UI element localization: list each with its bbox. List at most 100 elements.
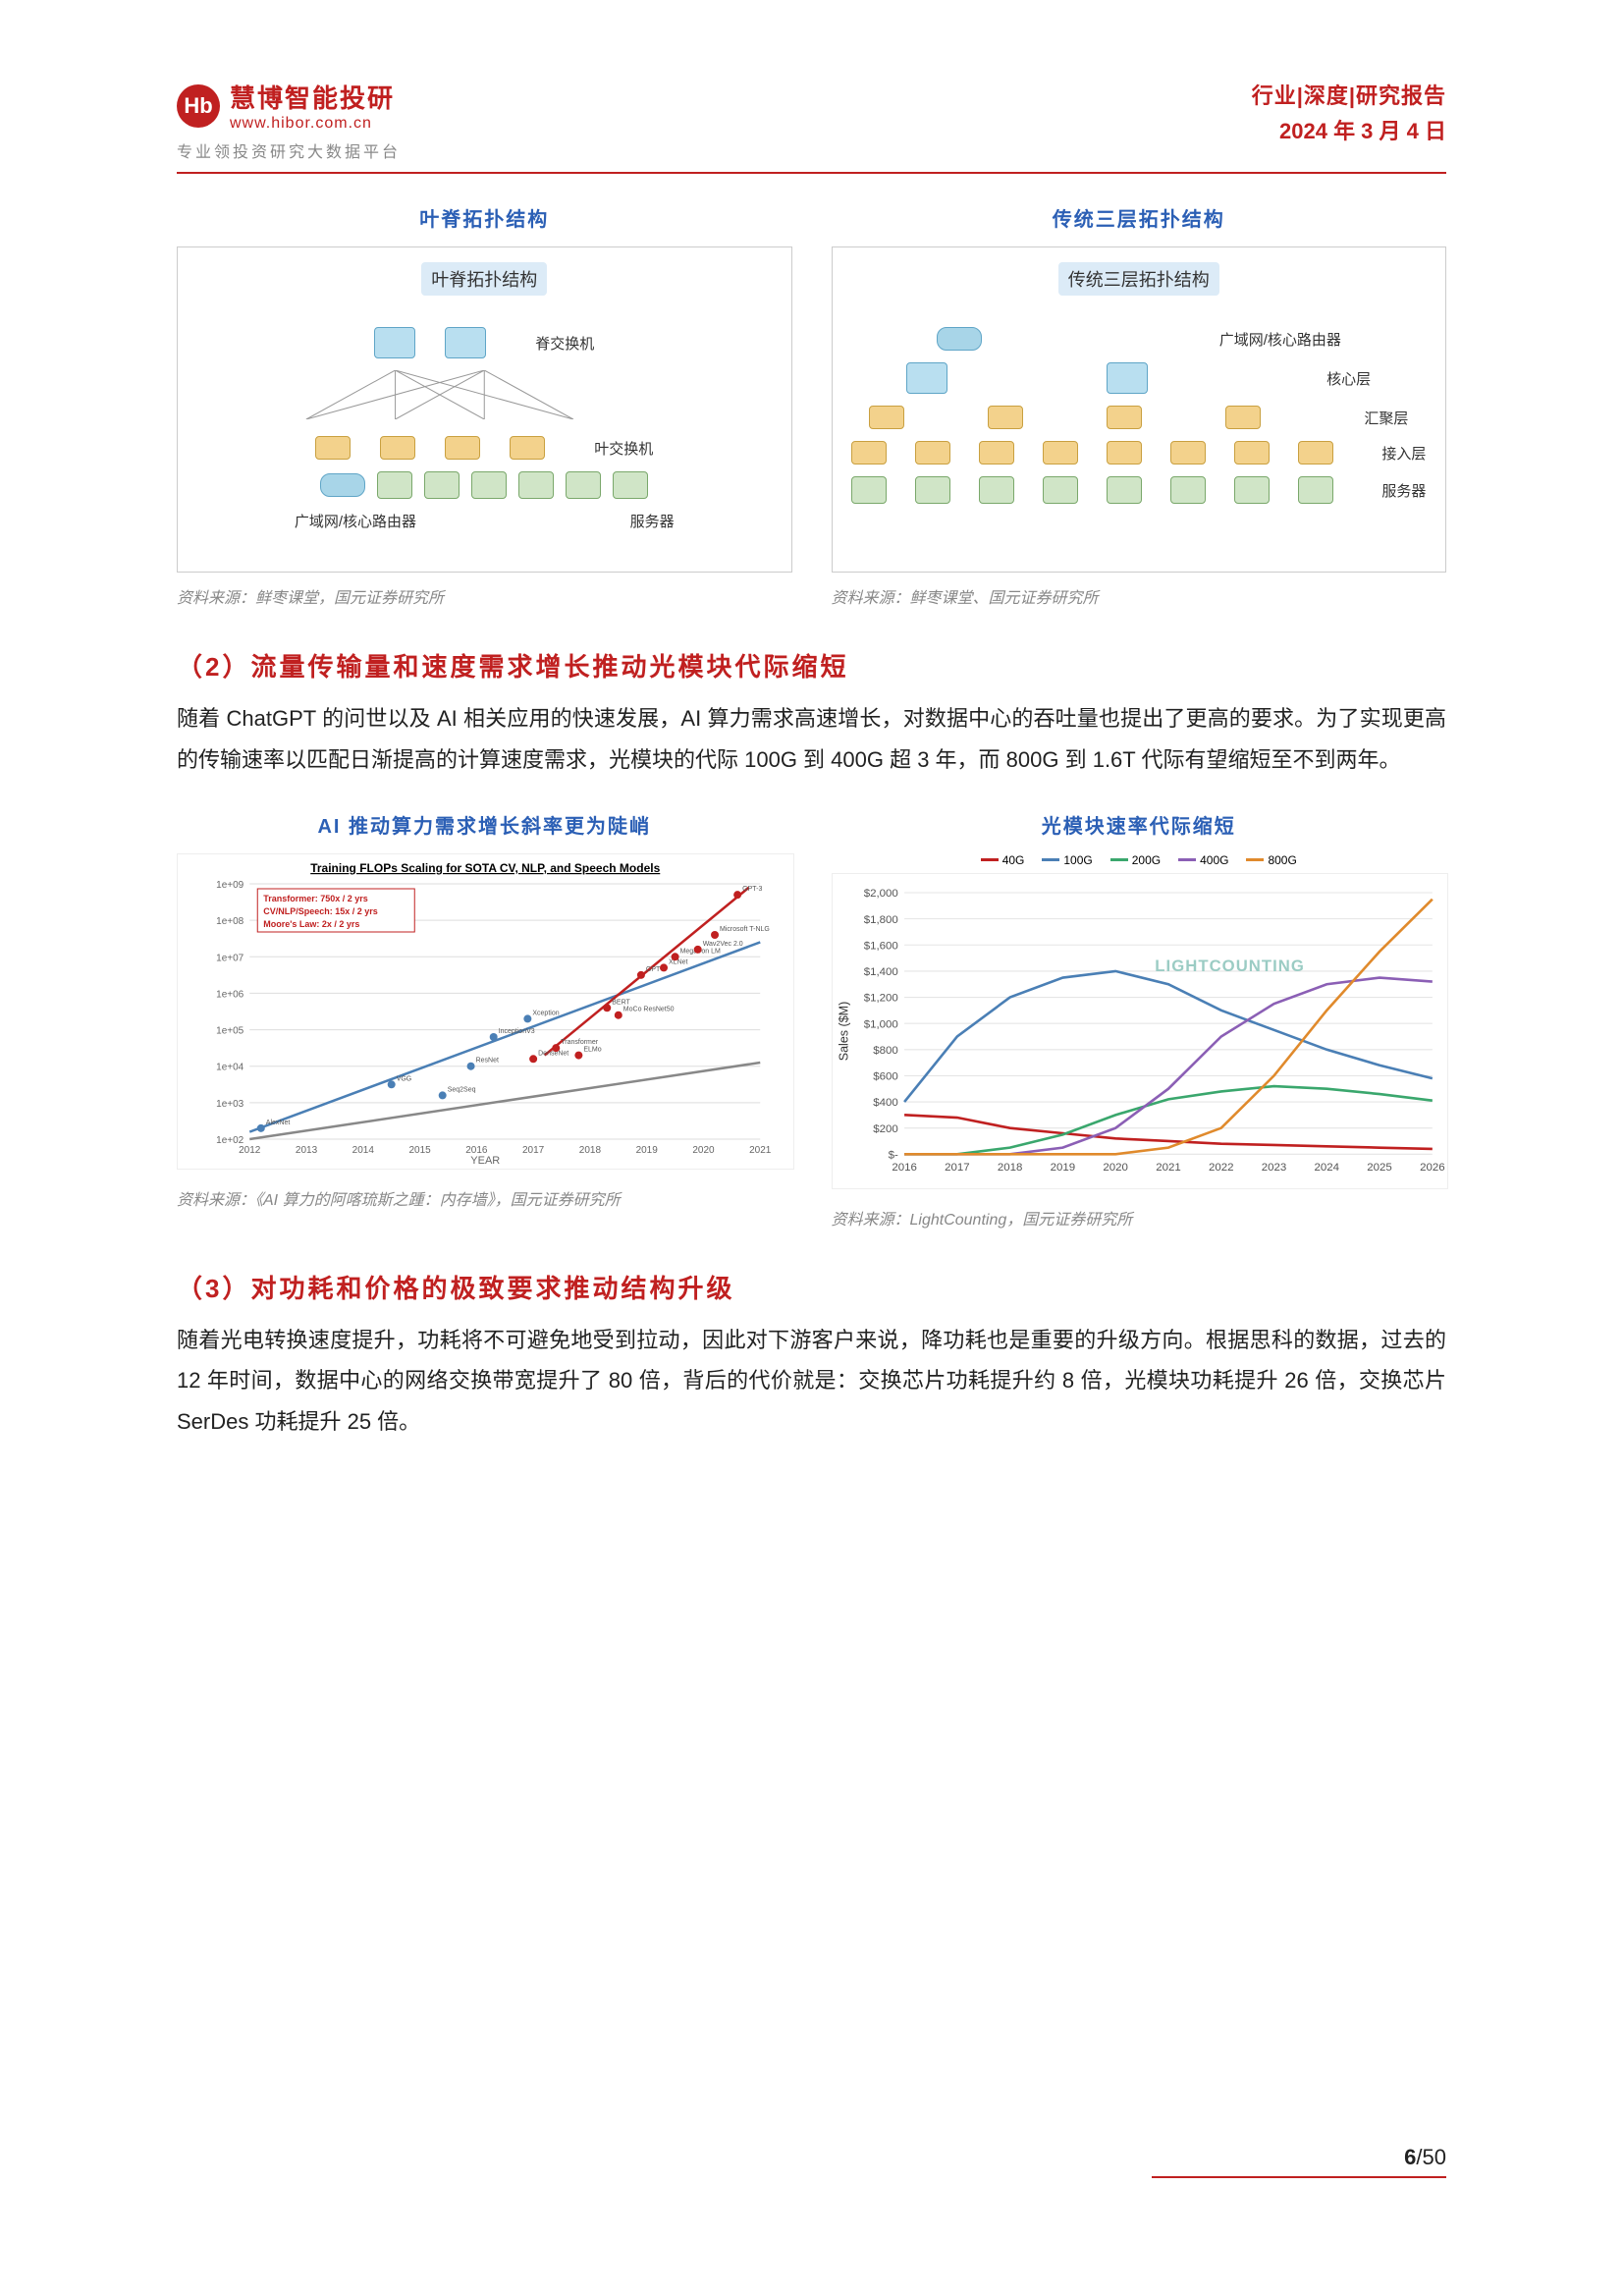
page-header: Hb 慧博智能投研 www.hibor.com.cn 专业领投资研究大数据平台 … [177,79,1446,174]
chart-right-source: 资料来源：LightCounting，国元证券研究所 [832,1206,1447,1230]
page-footer: 6/50 [1152,2145,1446,2178]
svg-text:MoCo ResNet50: MoCo ResNet50 [623,1006,675,1012]
diagram-left-source: 资料来源：鲜枣课堂，国元证券研究所 [177,584,792,608]
chart-heading: Training FLOPs Scaling for SOTA CV, NLP,… [310,861,660,875]
svg-text:2023: 2023 [1261,1162,1286,1174]
spine-label: 脊交换机 [535,333,594,354]
svg-text:LIGHTCOUNTING: LIGHTCOUNTING [1155,957,1305,975]
logo-block: Hb 慧博智能投研 www.hibor.com.cn 专业领投资研究大数据平台 [177,79,401,162]
brand-tagline: 专业领投资研究大数据平台 [177,138,401,162]
server-label: 服务器 [630,511,675,531]
svg-text:2015: 2015 [408,1145,431,1156]
svg-text:1e+08: 1e+08 [216,916,244,927]
page-num: 6 [1404,2145,1416,2169]
svg-text:$200: $200 [873,1122,898,1134]
svg-text:1e+04: 1e+04 [216,1062,244,1072]
svg-text:2019: 2019 [1050,1162,1075,1174]
sales-line-chart: $-$200$400$600$800$1,000$1,200$1,400$1,6… [832,873,1449,1189]
access-node-icon [1043,441,1078,465]
server-node-icon [851,476,887,504]
svg-text:DenseNet: DenseNet [538,1050,568,1057]
agg-node-icon [988,406,1023,429]
access-node-icon [1107,441,1142,465]
leaf-node-icon [510,436,545,460]
svg-text:$2,000: $2,000 [863,888,897,900]
svg-text:Microsoft T-NLG: Microsoft T-NLG [720,926,770,933]
access-node-icon [851,441,887,465]
page-total: 50 [1423,2145,1446,2169]
brand-name: 慧博智能投研 [230,79,395,115]
leaf-node-icon [315,436,351,460]
svg-text:2020: 2020 [1103,1162,1128,1174]
agg-node-icon [869,406,904,429]
wan-label: 广域网/核心路由器 [295,511,416,531]
svg-text:Seq2Seq: Seq2Seq [448,1086,476,1093]
svg-text:2014: 2014 [352,1145,375,1156]
core-node-icon [1107,362,1148,394]
agg-node-icon [1225,406,1261,429]
server-node-icon [1107,476,1142,504]
svg-text:2021: 2021 [1156,1162,1181,1174]
svg-text:2018: 2018 [579,1145,602,1156]
svg-text:$1,800: $1,800 [863,913,897,925]
svg-text:2022: 2022 [1208,1162,1233,1174]
flops-scatter-chart: Training FLOPs Scaling for SOTA CV, NLP,… [177,853,794,1170]
x-axis-label: YEAR [470,1155,500,1167]
svg-text:2024: 2024 [1314,1162,1339,1174]
server-node-icon [566,471,601,499]
server-node-icon [1170,476,1206,504]
svg-text:$800: $800 [873,1045,898,1057]
svg-text:1e+03: 1e+03 [216,1098,244,1109]
access-node-icon [979,441,1014,465]
svg-text:Transformer: 750x / 2 yrs: Transformer: 750x / 2 yrs [263,894,368,903]
three-tier-diagram: 传统三层拓扑结构 广域网/核心路由器 核心层 [832,246,1447,573]
diagram-right-title: 传统三层拓扑结构 [832,203,1447,232]
brand-url: www.hibor.com.cn [230,115,395,133]
svg-text:2016: 2016 [892,1162,917,1174]
svg-text:Moore's Law: 2x / 2 yrs: Moore's Law: 2x / 2 yrs [263,919,359,929]
access-node-icon [1298,441,1333,465]
svg-text:$1,000: $1,000 [863,1018,897,1030]
wan-node-icon [320,473,365,497]
svg-text:2017: 2017 [945,1162,970,1174]
svg-text:$-: $- [888,1149,897,1161]
svg-text:2019: 2019 [636,1145,659,1156]
core-label: 核心层 [1326,368,1371,389]
section3-body: 随着光电转换速度提升，功耗将不可避免地受到拉动，因此对下游客户来说，降功耗也是重… [177,1320,1446,1443]
svg-text:$1,200: $1,200 [863,992,897,1004]
svg-text:2026: 2026 [1420,1162,1445,1174]
wan-node-icon [937,327,982,351]
server-node-icon [1043,476,1078,504]
agg-label: 汇聚层 [1364,408,1408,428]
doc-date: 2024 年 3 月 4 日 [1252,114,1446,145]
server-node-icon [471,471,507,499]
spine-node-icon [374,327,415,358]
doc-type: 行业|深度|研究报告 [1252,79,1446,110]
svg-text:Wav2Vec 2.0: Wav2Vec 2.0 [703,940,743,947]
diagram-left-inner-title: 叶脊拓扑结构 [421,262,547,296]
server-node-icon [518,471,554,499]
section2-title: （2）流量传输量和速度需求增长推动光模块代际缩短 [177,647,1446,683]
chart-right-title: 光模块速率代际缩短 [832,810,1447,839]
svg-text:ELMo: ELMo [583,1046,601,1053]
agg-node-icon [1107,406,1142,429]
access-node-icon [1234,441,1270,465]
leaf-label: 叶交换机 [594,438,653,459]
section2-body: 随着 ChatGPT 的问世以及 AI 相关应用的快速发展，AI 算力需求高速增… [177,698,1446,781]
svg-text:1e+06: 1e+06 [216,989,244,1000]
svg-text:GPT-3: GPT-3 [742,886,762,893]
access-label: 接入层 [1381,443,1426,464]
chart-left-source: 资料来源：《AI 算力的阿喀琉斯之踵：内存墙》，国元证券研究所 [177,1186,792,1210]
svg-text:2025: 2025 [1367,1162,1392,1174]
server-node-icon [979,476,1014,504]
svg-text:$600: $600 [873,1070,898,1082]
server-node-icon [1298,476,1333,504]
svg-text:1e+09: 1e+09 [216,880,244,891]
svg-text:InceptionV3: InceptionV3 [499,1028,535,1035]
spine-leaf-diagram: 叶脊拓扑结构 脊交换机 [177,246,792,573]
access-node-icon [1170,441,1206,465]
leaf-node-icon [380,436,415,460]
core-node-icon [906,362,947,394]
svg-text:Xception: Xception [532,1010,559,1016]
svg-text:2020: 2020 [692,1145,715,1156]
